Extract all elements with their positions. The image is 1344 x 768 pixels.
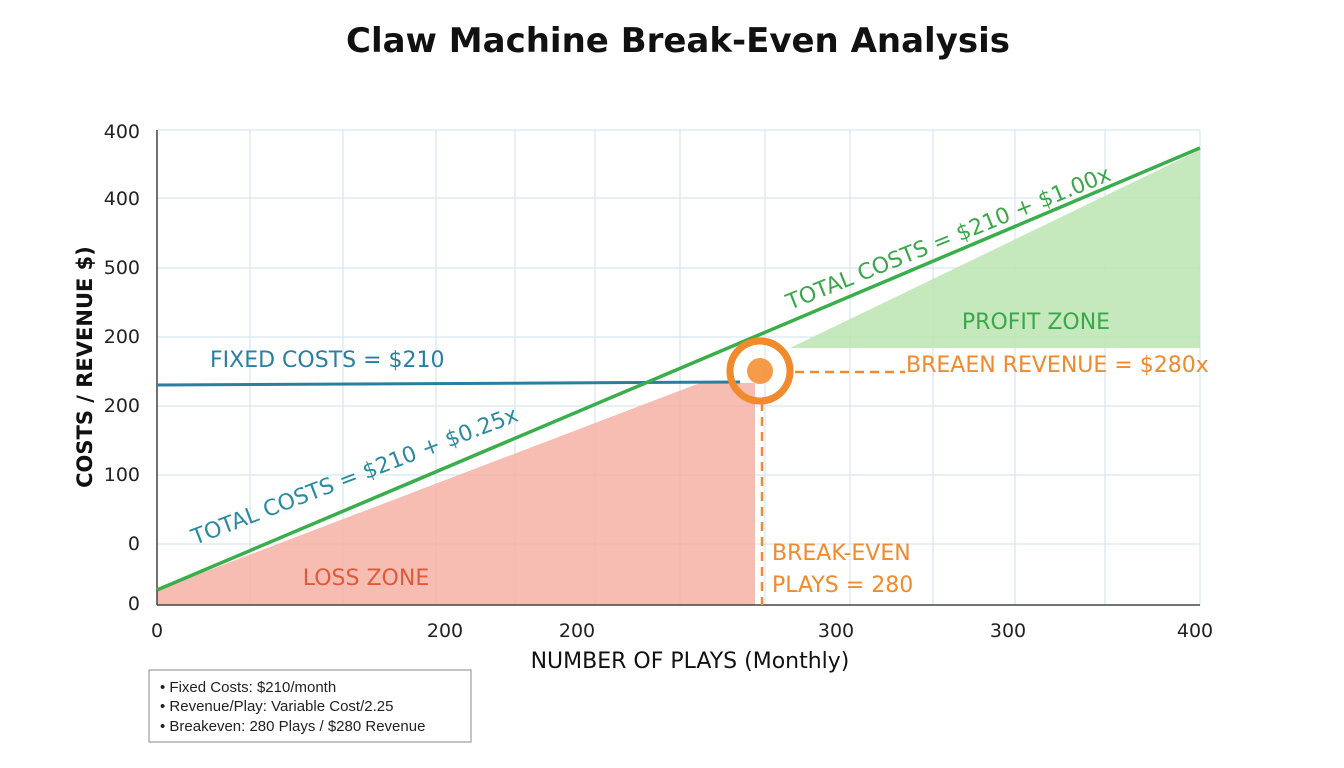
x-label: NUMBER OF PLAYS (Monthly) xyxy=(531,649,850,674)
x-ticks: 0 200 200 300 300 400 xyxy=(151,620,1213,642)
y-tick-label: 200 xyxy=(104,326,140,348)
x-tick-label: 200 xyxy=(559,620,595,642)
y-label: COSTS / REVENUE $) xyxy=(73,246,97,488)
breakeven-plays-label: BREAK-EVEN xyxy=(772,541,911,566)
breakeven-point xyxy=(747,358,773,384)
y-tick-label: 500 xyxy=(104,257,140,279)
note: • Revenue/Play: Variable Cost/2.25 xyxy=(160,698,393,715)
breakeven-ring xyxy=(726,337,794,405)
cost-line xyxy=(156,146,1201,592)
notes-box xyxy=(148,669,472,743)
x-tick-label: 400 xyxy=(1177,620,1213,642)
loss-zone xyxy=(157,383,755,605)
y-ticks: 400 400 500 200 200 100 0 0 xyxy=(104,121,140,615)
x-tick-label: 300 xyxy=(818,620,854,642)
profit-zone xyxy=(790,150,1200,348)
profit-zone-label: PROFIT ZONE xyxy=(962,310,1110,335)
x-tick-label: 0 xyxy=(151,620,163,642)
fixed-cost-line xyxy=(156,380,741,387)
breakeven-plays-label: PLAYS = 280 xyxy=(772,573,913,598)
x-tick-label: 300 xyxy=(990,620,1026,642)
y-tick-label: 100 xyxy=(104,464,140,486)
y-tick-label: 400 xyxy=(104,188,140,210)
breakeven-revenue-label: BREAEN REVENUE = $280x xyxy=(906,353,1209,378)
y-tick-label: 0 xyxy=(128,533,140,555)
y-tick-label: 400 xyxy=(104,121,140,143)
fixed-costs-label: FIXED COSTS = $210 xyxy=(210,348,445,373)
note: • Fixed Costs: $210/month xyxy=(160,679,336,696)
loss-zone-label: LOSS ZONE xyxy=(303,566,429,591)
y-tick-label: 0 xyxy=(128,593,140,615)
y-tick-label: 200 xyxy=(104,395,140,417)
note: • Breakeven: 280 Plays / $280 Revenue xyxy=(160,718,425,735)
x-tick-label: 200 xyxy=(427,620,463,642)
title: Claw Machine Break-Even Analysis xyxy=(346,21,1010,61)
